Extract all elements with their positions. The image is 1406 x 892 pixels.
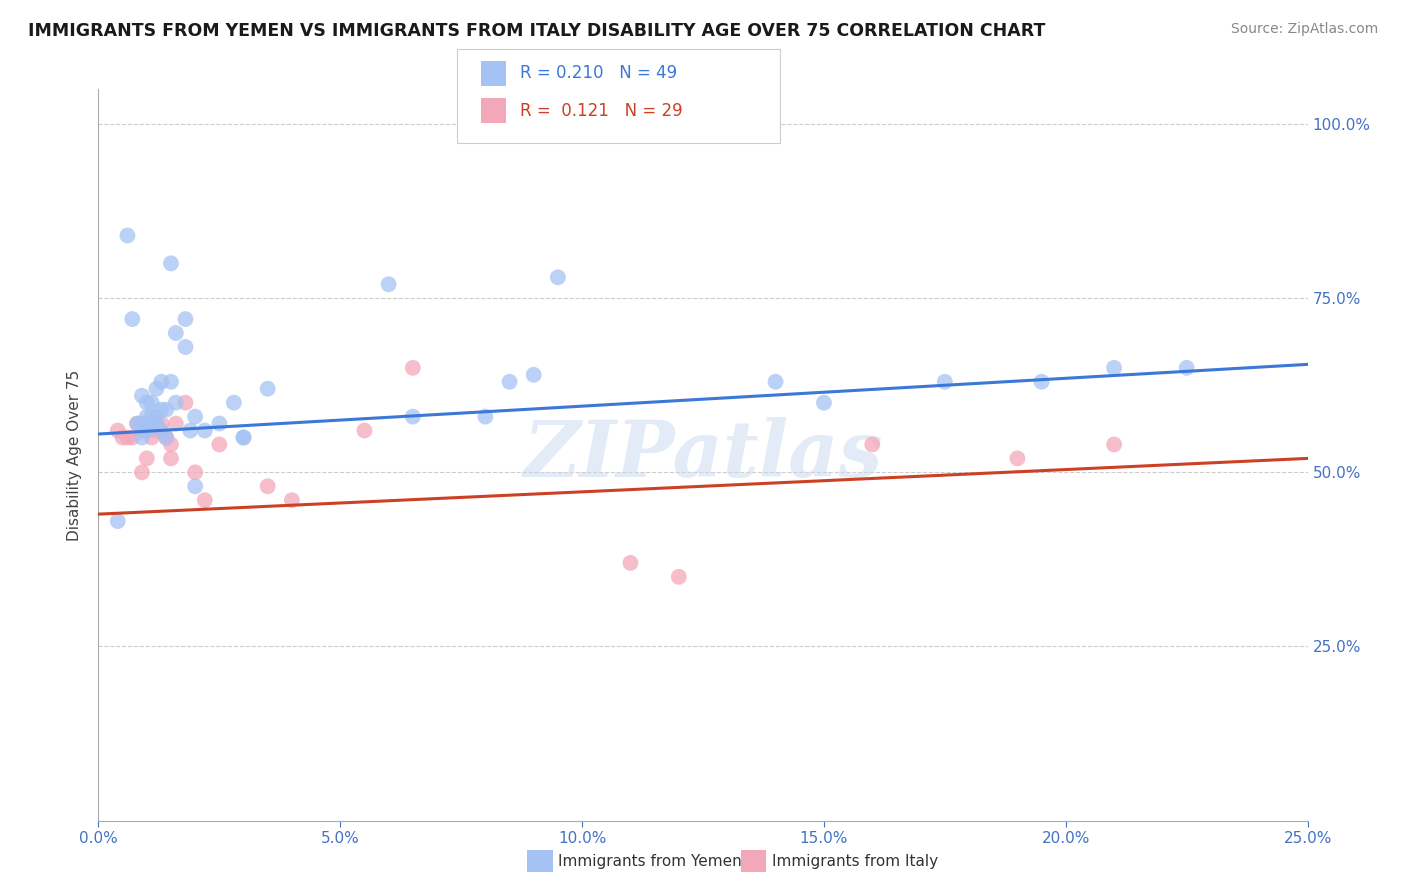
Point: [135, 417, 157, 431]
Point: [184, 409, 207, 424]
Point: [256, 382, 278, 396]
Point: [523, 368, 546, 382]
Y-axis label: Disability Age Over 75: Disability Age Over 75: [67, 369, 83, 541]
Point: [117, 228, 139, 243]
Point: [160, 375, 183, 389]
Point: [117, 430, 139, 444]
Point: [402, 409, 425, 424]
Point: [1031, 375, 1053, 389]
Point: [402, 360, 425, 375]
Point: [174, 340, 197, 354]
Point: [107, 424, 129, 438]
Point: [121, 312, 143, 326]
Point: [150, 424, 173, 438]
Point: [174, 312, 197, 326]
Point: [160, 437, 183, 451]
Point: [141, 430, 163, 444]
Point: [353, 424, 375, 438]
Point: [135, 424, 157, 438]
Text: R = 0.210   N = 49: R = 0.210 N = 49: [520, 64, 678, 82]
Point: [155, 430, 177, 444]
Point: [377, 277, 399, 292]
Point: [498, 375, 520, 389]
Point: [547, 270, 569, 285]
Point: [131, 466, 153, 480]
Point: [145, 417, 167, 431]
Point: [668, 570, 690, 584]
Point: [165, 417, 187, 431]
Point: [145, 382, 167, 396]
Point: [160, 451, 183, 466]
Point: [135, 451, 157, 466]
Text: Immigrants from Italy: Immigrants from Italy: [772, 855, 938, 869]
Point: [155, 402, 177, 417]
Point: [1007, 451, 1029, 466]
Point: [107, 514, 129, 528]
Point: [160, 256, 183, 270]
Point: [111, 430, 134, 444]
Point: [131, 417, 153, 431]
Point: [1102, 437, 1125, 451]
Point: [174, 395, 197, 409]
Point: [150, 375, 173, 389]
Point: [281, 493, 304, 508]
Point: [232, 430, 254, 444]
Point: [194, 424, 217, 438]
Point: [150, 417, 173, 431]
Point: [222, 395, 245, 409]
Point: [135, 409, 157, 424]
Point: [179, 424, 201, 438]
Point: [1175, 360, 1198, 375]
Point: [127, 417, 149, 431]
Point: [131, 430, 153, 444]
Point: [127, 417, 149, 431]
Point: [934, 375, 956, 389]
Point: [860, 437, 883, 451]
Point: [141, 409, 163, 424]
Point: [208, 437, 231, 451]
Point: [813, 395, 835, 409]
Text: IMMIGRANTS FROM YEMEN VS IMMIGRANTS FROM ITALY DISABILITY AGE OVER 75 CORRELATIO: IMMIGRANTS FROM YEMEN VS IMMIGRANTS FROM…: [28, 22, 1046, 40]
Point: [1102, 360, 1125, 375]
Point: [131, 424, 153, 438]
Point: [165, 395, 187, 409]
Point: [135, 395, 157, 409]
Text: Source: ZipAtlas.com: Source: ZipAtlas.com: [1230, 22, 1378, 37]
Point: [474, 409, 496, 424]
Point: [145, 417, 167, 431]
Point: [145, 424, 167, 438]
Point: [256, 479, 278, 493]
Text: Immigrants from Yemen: Immigrants from Yemen: [558, 855, 742, 869]
Point: [150, 402, 173, 417]
Text: ZIPatlas: ZIPatlas: [523, 417, 883, 493]
Point: [232, 430, 254, 444]
Point: [155, 430, 177, 444]
Point: [131, 389, 153, 403]
Point: [121, 430, 143, 444]
Point: [141, 395, 163, 409]
Point: [165, 326, 187, 340]
Point: [194, 493, 217, 508]
Point: [141, 417, 163, 431]
Point: [208, 417, 231, 431]
Point: [145, 409, 167, 424]
Point: [765, 375, 787, 389]
Point: [619, 556, 641, 570]
Point: [184, 466, 207, 480]
Text: R =  0.121   N = 29: R = 0.121 N = 29: [520, 102, 683, 120]
Point: [184, 479, 207, 493]
